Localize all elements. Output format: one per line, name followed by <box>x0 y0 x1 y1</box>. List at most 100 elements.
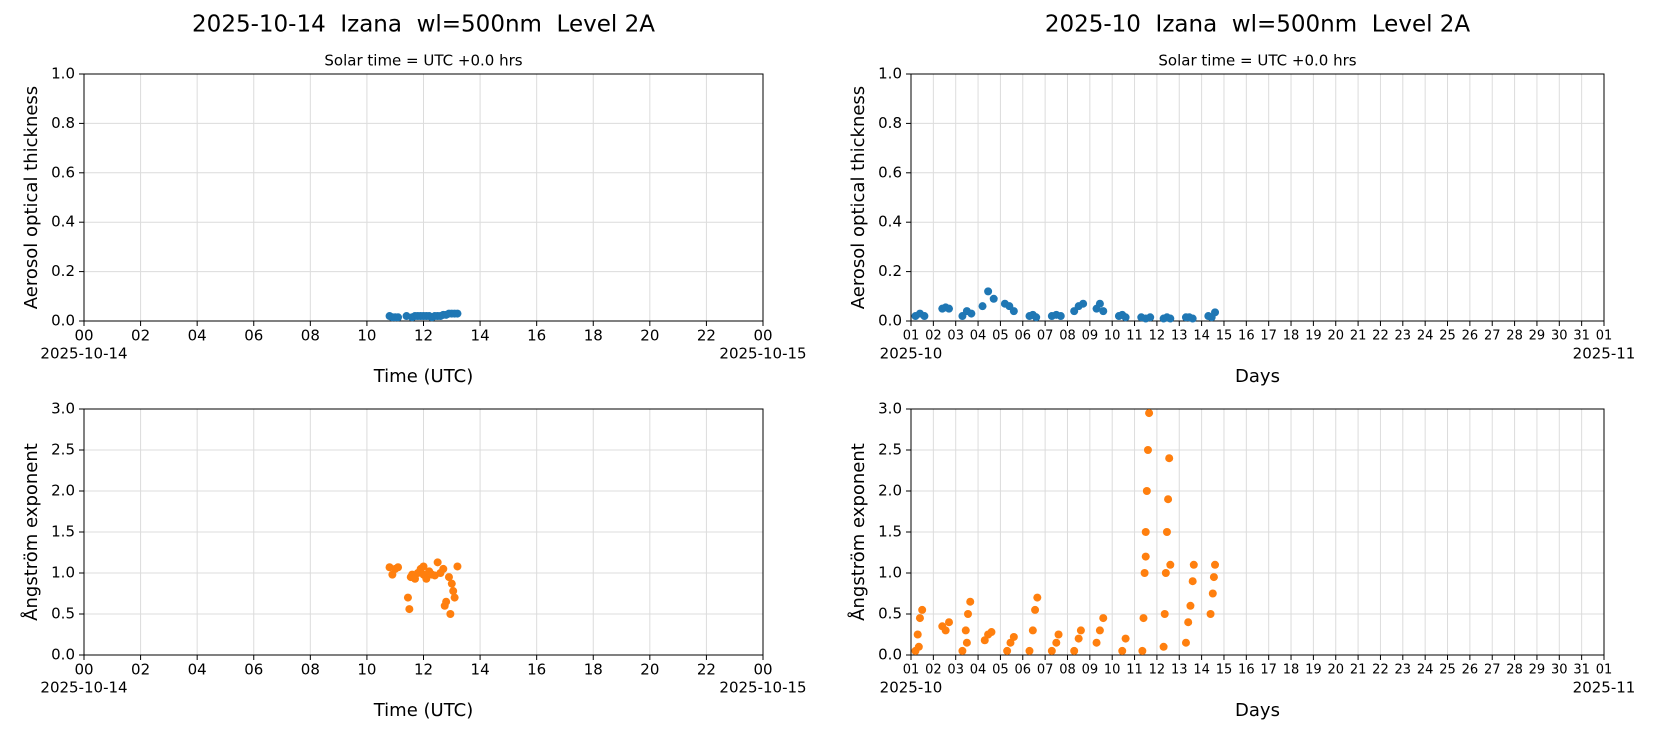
data-point <box>1047 646 1056 655</box>
x-tick-label: 31 <box>1573 329 1590 344</box>
data-point <box>444 573 453 582</box>
x-range-label: 2025-10-15 <box>719 679 806 697</box>
data-point <box>958 646 967 655</box>
data-point <box>1070 646 1079 655</box>
data-point <box>394 563 403 572</box>
x-tick-label: 06 <box>1015 329 1032 344</box>
data-point <box>1141 528 1150 536</box>
data-point <box>394 313 403 322</box>
plot-frame <box>83 73 764 322</box>
data-point <box>1165 454 1174 463</box>
data-point <box>967 309 976 318</box>
x-tick-label: 22 <box>697 327 716 345</box>
y-tick-label: 1.0 <box>878 564 902 582</box>
x-tick-label: 14 <box>1193 329 1210 344</box>
x-tick-label: 30 <box>1551 663 1568 678</box>
data-point <box>1161 569 1170 577</box>
y-axis-label: Aerosol optical thickness <box>21 86 42 309</box>
data-point <box>987 628 996 637</box>
data-point <box>1121 634 1130 643</box>
y-tick-label: 2.0 <box>51 482 75 500</box>
data-point <box>961 626 970 635</box>
x-tick-label: 10 <box>357 661 376 679</box>
data-point <box>1211 308 1220 317</box>
y-tick-label: 0.0 <box>878 646 902 664</box>
data-point <box>1074 634 1083 643</box>
data-point <box>945 618 954 627</box>
x-tick-label: 12 <box>1149 329 1166 344</box>
x-range-label: 2025-11 <box>1573 679 1636 697</box>
data-point <box>1211 560 1220 569</box>
x-tick-label: 14 <box>1193 663 1210 678</box>
data-point <box>453 309 462 318</box>
x-tick-label: 26 <box>1462 663 1479 678</box>
x-tick-label: 10 <box>1104 329 1121 344</box>
x-tick-label: 00 <box>74 661 93 679</box>
x-axis-label: Time (UTC) <box>373 366 474 387</box>
data-point <box>1052 638 1061 647</box>
chart-subtitle: Solar time = UTC +0.0 hrs <box>1158 52 1356 70</box>
x-tick-label: 14 <box>471 327 490 345</box>
x-range-label: 2025-10-14 <box>40 345 127 363</box>
x-tick-label: 10 <box>357 327 376 345</box>
x-tick-label: 11 <box>1126 329 1143 344</box>
x-tick-label: 02 <box>925 329 942 344</box>
x-tick-label: 25 <box>1439 663 1456 678</box>
x-tick-label: 01 <box>1596 329 1613 344</box>
x-tick-label: 19 <box>1305 329 1322 344</box>
y-tick-label: 0.0 <box>51 312 75 330</box>
subplot: 00 02 04 06 08 10 12 14 16 18 20 22 000.00.51.01.52.… <box>20 400 807 722</box>
data-point <box>966 597 975 606</box>
x-tick-label: 02 <box>925 663 942 678</box>
x-range-label: 2025-10 <box>880 345 943 363</box>
data-point <box>1146 313 1155 322</box>
x-tick-label: 22 <box>1372 663 1389 678</box>
x-tick-label: 08 <box>301 661 320 679</box>
y-axis-label: Ångström exponent <box>847 443 869 621</box>
data-point <box>446 610 455 618</box>
y-tick-label: 0.4 <box>51 213 75 231</box>
y-tick-label: 0.8 <box>51 114 75 132</box>
x-tick-label: 18 <box>1283 663 1300 678</box>
x-tick-label: 08 <box>1059 663 1076 678</box>
x-tick-label: 16 <box>1238 329 1255 344</box>
data-point <box>964 610 973 618</box>
data-point <box>1009 632 1018 641</box>
x-tick-label: 28 <box>1506 663 1523 678</box>
x-tick-label: 01 <box>903 663 920 678</box>
data-point <box>1009 307 1018 316</box>
data-point <box>447 579 456 588</box>
x-axis-label: Time (UTC) <box>373 700 474 721</box>
y-tick-label: 0.6 <box>51 163 75 181</box>
data-point <box>918 605 927 614</box>
x-tick-label: 21 <box>1350 329 1367 344</box>
x-tick-label: 22 <box>1372 329 1389 344</box>
x-tick-label: 11 <box>1126 663 1143 678</box>
y-tick-label: 1.5 <box>51 523 75 541</box>
subplot: 01 02 03 04 05 06 07 08 09 10 11 12 13 14 15 16 17 18 19 20… <box>847 400 1635 722</box>
chart-subtitle: Solar time = UTC +0.0 hrs <box>324 52 522 70</box>
x-tick-label: 16 <box>527 661 546 679</box>
data-point <box>1188 577 1197 586</box>
x-tick-label: 07 <box>1037 663 1054 678</box>
data-point <box>1092 638 1101 647</box>
data-point <box>1160 610 1169 618</box>
data-point <box>1025 646 1034 655</box>
y-tick-label: 0.2 <box>878 262 902 280</box>
data-point <box>1189 560 1198 569</box>
subplot: 01 02 03 04 05 06 07 08 09 10 11 12 13 14 15 16 17 18 19 20… <box>848 12 1635 388</box>
x-tick-label: 07 <box>1037 329 1054 344</box>
x-tick-label: 30 <box>1551 329 1568 344</box>
x-tick-label: 09 <box>1082 329 1099 344</box>
data-point <box>1143 446 1152 454</box>
data-point <box>920 312 929 321</box>
y-tick-label: 0.4 <box>878 213 902 231</box>
x-tick-label: 06 <box>244 327 263 345</box>
data-point <box>914 642 923 651</box>
data-point <box>984 287 993 296</box>
x-tick-label: 17 <box>1260 663 1277 678</box>
x-tick-label: 21 <box>1350 663 1367 678</box>
y-tick-label: 2.5 <box>51 441 75 459</box>
y-tick-label: 0.0 <box>51 646 75 664</box>
